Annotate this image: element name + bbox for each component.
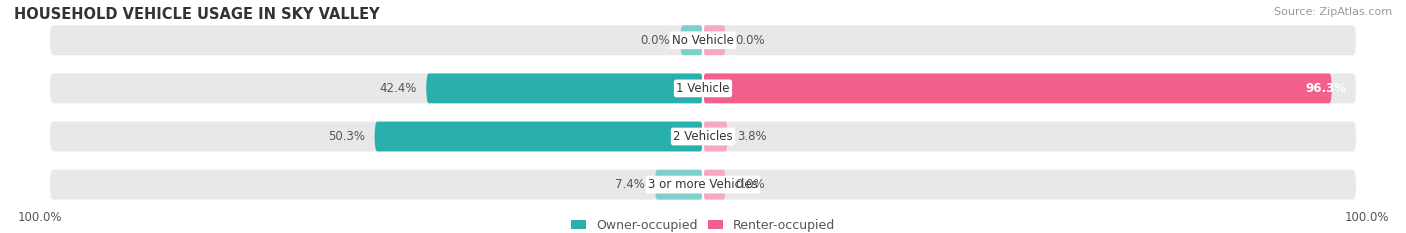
Text: 96.3%: 96.3% <box>1305 82 1347 95</box>
Text: 1 Vehicle: 1 Vehicle <box>676 82 730 95</box>
FancyBboxPatch shape <box>49 73 1357 103</box>
Text: No Vehicle: No Vehicle <box>672 34 734 47</box>
FancyBboxPatch shape <box>49 122 1357 151</box>
FancyBboxPatch shape <box>703 73 1331 103</box>
Text: 50.3%: 50.3% <box>328 130 364 143</box>
Text: 0.0%: 0.0% <box>735 178 765 191</box>
FancyBboxPatch shape <box>681 25 703 55</box>
FancyBboxPatch shape <box>655 170 703 199</box>
Text: 0.0%: 0.0% <box>735 34 765 47</box>
Legend: Owner-occupied, Renter-occupied: Owner-occupied, Renter-occupied <box>571 219 835 232</box>
FancyBboxPatch shape <box>703 170 725 199</box>
Text: 3.8%: 3.8% <box>738 130 768 143</box>
Text: 42.4%: 42.4% <box>378 82 416 95</box>
FancyBboxPatch shape <box>49 25 1357 55</box>
FancyBboxPatch shape <box>426 73 703 103</box>
Text: 2 Vehicles: 2 Vehicles <box>673 130 733 143</box>
Text: 100.0%: 100.0% <box>17 211 62 224</box>
Text: Source: ZipAtlas.com: Source: ZipAtlas.com <box>1274 7 1392 17</box>
Text: 3 or more Vehicles: 3 or more Vehicles <box>648 178 758 191</box>
FancyBboxPatch shape <box>703 25 725 55</box>
Text: 7.4%: 7.4% <box>614 178 645 191</box>
Text: 0.0%: 0.0% <box>641 34 671 47</box>
Text: HOUSEHOLD VEHICLE USAGE IN SKY VALLEY: HOUSEHOLD VEHICLE USAGE IN SKY VALLEY <box>14 7 380 22</box>
FancyBboxPatch shape <box>703 122 728 151</box>
Text: 100.0%: 100.0% <box>1344 211 1389 224</box>
FancyBboxPatch shape <box>49 170 1357 199</box>
FancyBboxPatch shape <box>374 122 703 151</box>
